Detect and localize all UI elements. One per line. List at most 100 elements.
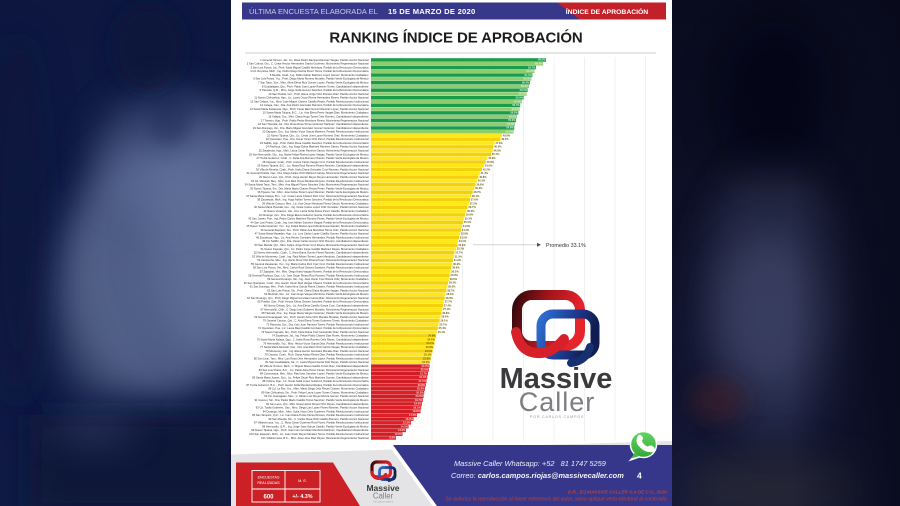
svg-text:27.4%: 27.4%: [444, 303, 452, 307]
svg-text:23.5%: 23.5%: [425, 349, 433, 353]
svg-text:56.7%: 56.7%: [512, 103, 520, 107]
svg-text:25 Zacatecas, Hgo., Mtro. Laur: 25 Zacatecas, Hgo., Mtro. Laura Cesar Ra…: [259, 149, 369, 153]
svg-text:89 San Chihuahua, Sin., Profr.: 89 San Chihuahua, Sin., Profr. Felipe La…: [261, 390, 369, 394]
svg-text:60 San Queretaro, Coah., Dra.: 60 San Queretaro, Coah., Dra. Hector Osc…: [244, 281, 369, 285]
svg-text:18.8%: 18.8%: [413, 409, 421, 413]
svg-text:10 San Puebla, Gro., Profr. El: 10 San Puebla, Gro., Profr. Elena Jorge …: [268, 92, 368, 96]
svg-text:19.1%: 19.1%: [413, 405, 421, 409]
svg-text:22.8%: 22.8%: [423, 356, 431, 360]
svg-text:43.6%: 43.6%: [487, 160, 495, 164]
svg-text:54.7%: 54.7%: [507, 122, 515, 126]
svg-text:600: 600: [263, 495, 274, 501]
svg-text:27.1%: 27.1%: [443, 307, 451, 311]
svg-text:40 Santa Maria Tlaxcala, Gro.,: 40 Santa Maria Tlaxcala, Gro., Ing. Cesa…: [254, 205, 369, 209]
svg-text:94 Durango, Mich., Mtro. Sofia: 94 Durango, Mich., Mtro. Sofia Victor Or…: [263, 409, 369, 413]
svg-text:92 San Leon, Qro., Mtro. Rosa: 92 San Leon, Qro., Mtro. Rosa Hector Rey…: [266, 402, 369, 406]
svg-text:Massive: Massive: [366, 483, 399, 493]
svg-text:30.9%: 30.9%: [453, 262, 461, 266]
svg-text:38.7%: 38.7%: [474, 190, 482, 194]
svg-text:22.0%: 22.0%: [421, 368, 429, 372]
svg-text:12 San Celaya, Yuc., Mtro. Jos: 12 San Celaya, Yuc., Mtro. Jose Miguel C…: [250, 99, 369, 103]
svg-text:54 Campeche, Mex., Ing. Oscar: 54 Campeche, Mex., Ing. Oscar Alma Ortiz…: [257, 258, 369, 262]
svg-text:31.7%: 31.7%: [455, 250, 463, 254]
svg-text:28.3%: 28.3%: [446, 292, 454, 296]
svg-text:65.4%: 65.4%: [535, 61, 543, 65]
svg-text:67 Hermosillo, Chih., C. Diego: 67 Hermosillo, Chih., C. Diego Ivan Guti…: [261, 307, 369, 311]
svg-text:75 Santa Maria Xalapa, Dgo., C: 75 Santa Maria Xalapa, Dgo., C. Karla Ro…: [257, 338, 369, 342]
svg-text:17.5%: 17.5%: [409, 413, 417, 417]
svg-text:35.0%: 35.0%: [464, 220, 472, 224]
svg-text:+/- 4.3%: +/- 4.3%: [292, 494, 312, 500]
svg-text:15 DE MARZO DE 2020: 15 DE MARZO DE 2020: [388, 7, 475, 16]
svg-text:59.2%: 59.2%: [519, 92, 527, 96]
svg-text:4: 4: [637, 471, 642, 481]
svg-text:41.4%: 41.4%: [481, 171, 489, 175]
svg-text:Massive: Massive: [500, 363, 613, 395]
svg-text:32.9%: 32.9%: [458, 243, 466, 247]
svg-text:54.2%: 54.2%: [506, 130, 514, 134]
svg-text:46 General Zapopan, Sin., Prof: 46 General Zapopan, Sin., Profr. Pablo A…: [261, 228, 369, 232]
svg-text:70 General Cancun, Qro., C. Al: 70 General Cancun, Qro., C. Alma Elena T…: [263, 319, 369, 323]
svg-text:3 San Luis Potosi, Jal., Profr: 3 San Luis Potosi, Jal., Profr. Karla Mi…: [250, 65, 369, 69]
svg-text:97 Villahermosa, Yuc., C. Rosa: 97 Villahermosa, Yuc., C. Rosa Cesar Gut…: [254, 421, 369, 425]
svg-text:56.5%: 56.5%: [512, 107, 520, 111]
svg-text:39.3%: 39.3%: [475, 186, 483, 190]
svg-text:ÍNDICE DE APROBACIÓN: ÍNDICE DE APROBACIÓN: [566, 7, 649, 16]
svg-text:26.4%: 26.4%: [441, 315, 449, 319]
svg-text:29.9%: 29.9%: [451, 273, 459, 277]
svg-text:54.4%: 54.4%: [506, 126, 514, 130]
svg-text:34.2%: 34.2%: [462, 228, 470, 232]
svg-text:34 Santa Maria Tepic, Tam., Mt: 34 Santa Maria Tepic, Tam., Mtro. Ana Mi…: [245, 183, 369, 187]
svg-text:37.2%: 37.2%: [470, 201, 478, 205]
svg-text:36 Tijuana, Ver., Mtro. Jose F: 36 Tijuana, Ver., Mtro. Jose Felipe Pere…: [257, 190, 369, 194]
svg-text:62.2%: 62.2%: [527, 69, 535, 73]
svg-text:62 San Luis Potosi, Sin., Prof: 62 San Luis Potosi, Sin., Profr. Diana D…: [267, 288, 369, 292]
svg-text:45 Nuevo Tuxtla Gutierrez, Yuc: 45 Nuevo Tuxtla Gutierrez, Yuc., Ing. Fe…: [246, 224, 369, 228]
svg-text:15.2%: 15.2%: [403, 421, 411, 425]
svg-text:15 Santa Maria Tijuana, B.C..,: 15 Santa Maria Tijuana, B.C.., Lic. Ana …: [263, 111, 369, 115]
svg-text:95 San Tampico, Q.R.., Lic. Iv: 95 San Tampico, Q.R.., Lic. Ivan Diana T…: [252, 413, 369, 417]
svg-text:13 Celaya, Oax., Dra. Ana Pedr: 13 Celaya, Oax., Dra. Ana Pedro Gonzalez…: [260, 103, 369, 107]
svg-text:57 Zapopan, Ver., Mtro. Diego: 57 Zapopan, Ver., Mtro. Diego Karla Varg…: [260, 269, 369, 273]
svg-text:5 Merida, Coah., Ing. Pablo Ad: 5 Merida, Coah., Ing. Pablo Adrian Marti…: [270, 73, 369, 77]
svg-text:62.7%: 62.7%: [528, 65, 536, 69]
svg-text:21.4%: 21.4%: [419, 375, 427, 379]
svg-text:9 Tlaxcala, Q.R.., Mtro. Jorge: 9 Tlaxcala, Q.R.., Mtro. Jorge Sofia Gom…: [260, 88, 369, 92]
svg-text:D.R., (C) MASSIVE CALLER S.A D: D.R., (C) MASSIVE CALLER S.A DE C.V., 20…: [568, 490, 668, 495]
svg-text:37 Santa Maria Celaya, B.C..,: 37 Santa Maria Celaya, B.C.., Lic. Cesar…: [246, 194, 369, 198]
svg-text:43 San Juarez, Pue., Ing. Pedr: 43 San Juarez, Pue., Ing. Pedro Carlos M…: [248, 217, 369, 221]
svg-text:19 San Durango, Ver., Dra. Mar: 19 San Durango, Ver., Dra. Mario Miguel …: [253, 126, 369, 130]
svg-text:REALIZADAS: REALIZADAS: [257, 481, 280, 485]
svg-text:Se autoriza la reproducción al: Se autoriza la reproducción al hacer ref…: [445, 497, 668, 503]
svg-text:36.2%: 36.2%: [467, 209, 475, 213]
svg-text:56.0%: 56.0%: [510, 111, 518, 115]
svg-text:43.0%: 43.0%: [485, 164, 493, 168]
svg-text:28.7%: 28.7%: [447, 288, 455, 292]
svg-text:28.0%: 28.0%: [446, 296, 454, 300]
svg-text:83 San Luis Potosi, B.C.., Lic: 83 San Luis Potosi, B.C.., Lic. Pablo Al…: [259, 368, 369, 372]
svg-text:55.5%: 55.5%: [509, 114, 517, 118]
svg-text:47 Santa Maria Mazatlan, Hgo.,: 47 Santa Maria Mazatlan, Hgo., Lic. Luis…: [255, 232, 369, 236]
svg-text:79 Oaxaca, Coah., Profr. Diana: 79 Oaxaca, Coah., Profr. Diana Adrian Ri…: [265, 353, 369, 357]
svg-text:20 Zapopan, Gro., Ing. Adrian: 20 Zapopan, Gro., Ing. Adrian Victor Gar…: [262, 130, 369, 134]
svg-text:39 Villa de Cancun, Mex., Lic.: 39 Villa de Cancun, Mex., Lic. Ana Oscar…: [262, 201, 369, 205]
svg-text:63 Mexicali, Gto., Lic. Juan H: 63 Mexicali, Gto., Lic. Juan Hugo Vargas…: [264, 292, 369, 296]
svg-text:23 Saltillo, Hgo., Profr. Pabl: 23 Saltillo, Hgo., Profr. Pablo Rosa Cas…: [260, 141, 369, 145]
svg-text:66 Nuevo Celaya, Qro., Lic. An: 66 Nuevo Celaya, Qro., Lic. Ana Elena Ca…: [264, 304, 369, 308]
svg-text:87 Tuxtla Gutierrez, B.C.., Pr: 87 Tuxtla Gutierrez, B.C.., Profr. Hecto…: [246, 383, 369, 387]
svg-text:31.2%: 31.2%: [454, 258, 462, 262]
svg-text:2 San Colima, Gto., C. Cesar H: 2 San Colima, Gto., C. Cesar Hector Hern…: [247, 62, 369, 66]
svg-text:24.8%: 24.8%: [428, 334, 436, 338]
svg-text:55.2%: 55.2%: [508, 118, 516, 122]
svg-text:58 General Pachuca, Dgo., Lic.: 58 General Pachuca, Dgo., Lic. Jose Osca…: [248, 273, 369, 277]
svg-text:82 Villa de Torreon, Mich., C.: 82 Villa de Torreon, Mich., C. Miguel Di…: [260, 364, 369, 368]
svg-text:56 San Luis Potosi, Ver., Mtro: 56 San Luis Potosi, Ver., Mtro. Carlos R…: [253, 266, 369, 270]
svg-text:66.5%: 66.5%: [538, 58, 546, 62]
svg-text:13.3%: 13.3%: [398, 428, 406, 432]
svg-text:22.2%: 22.2%: [422, 364, 430, 368]
svg-text:72 Queretaro, Pue., Lic. Laura: 72 Queretaro, Pue., Lic. Laura Raul Cast…: [258, 326, 369, 330]
svg-text:64 San Durango, Qro., Profr. D: 64 San Durango, Qro., Profr. Diego Migue…: [247, 296, 369, 300]
svg-text:78 Monterrey, Gto., Ing. Elena: 78 Monterrey, Gto., Ing. Elena Hector Go…: [266, 349, 369, 353]
svg-text:60.4%: 60.4%: [522, 80, 530, 84]
svg-text:30 Villa de Morelia, Coah., Pr: 30 Villa de Morelia, Coah., Profr. Karla…: [256, 167, 369, 171]
